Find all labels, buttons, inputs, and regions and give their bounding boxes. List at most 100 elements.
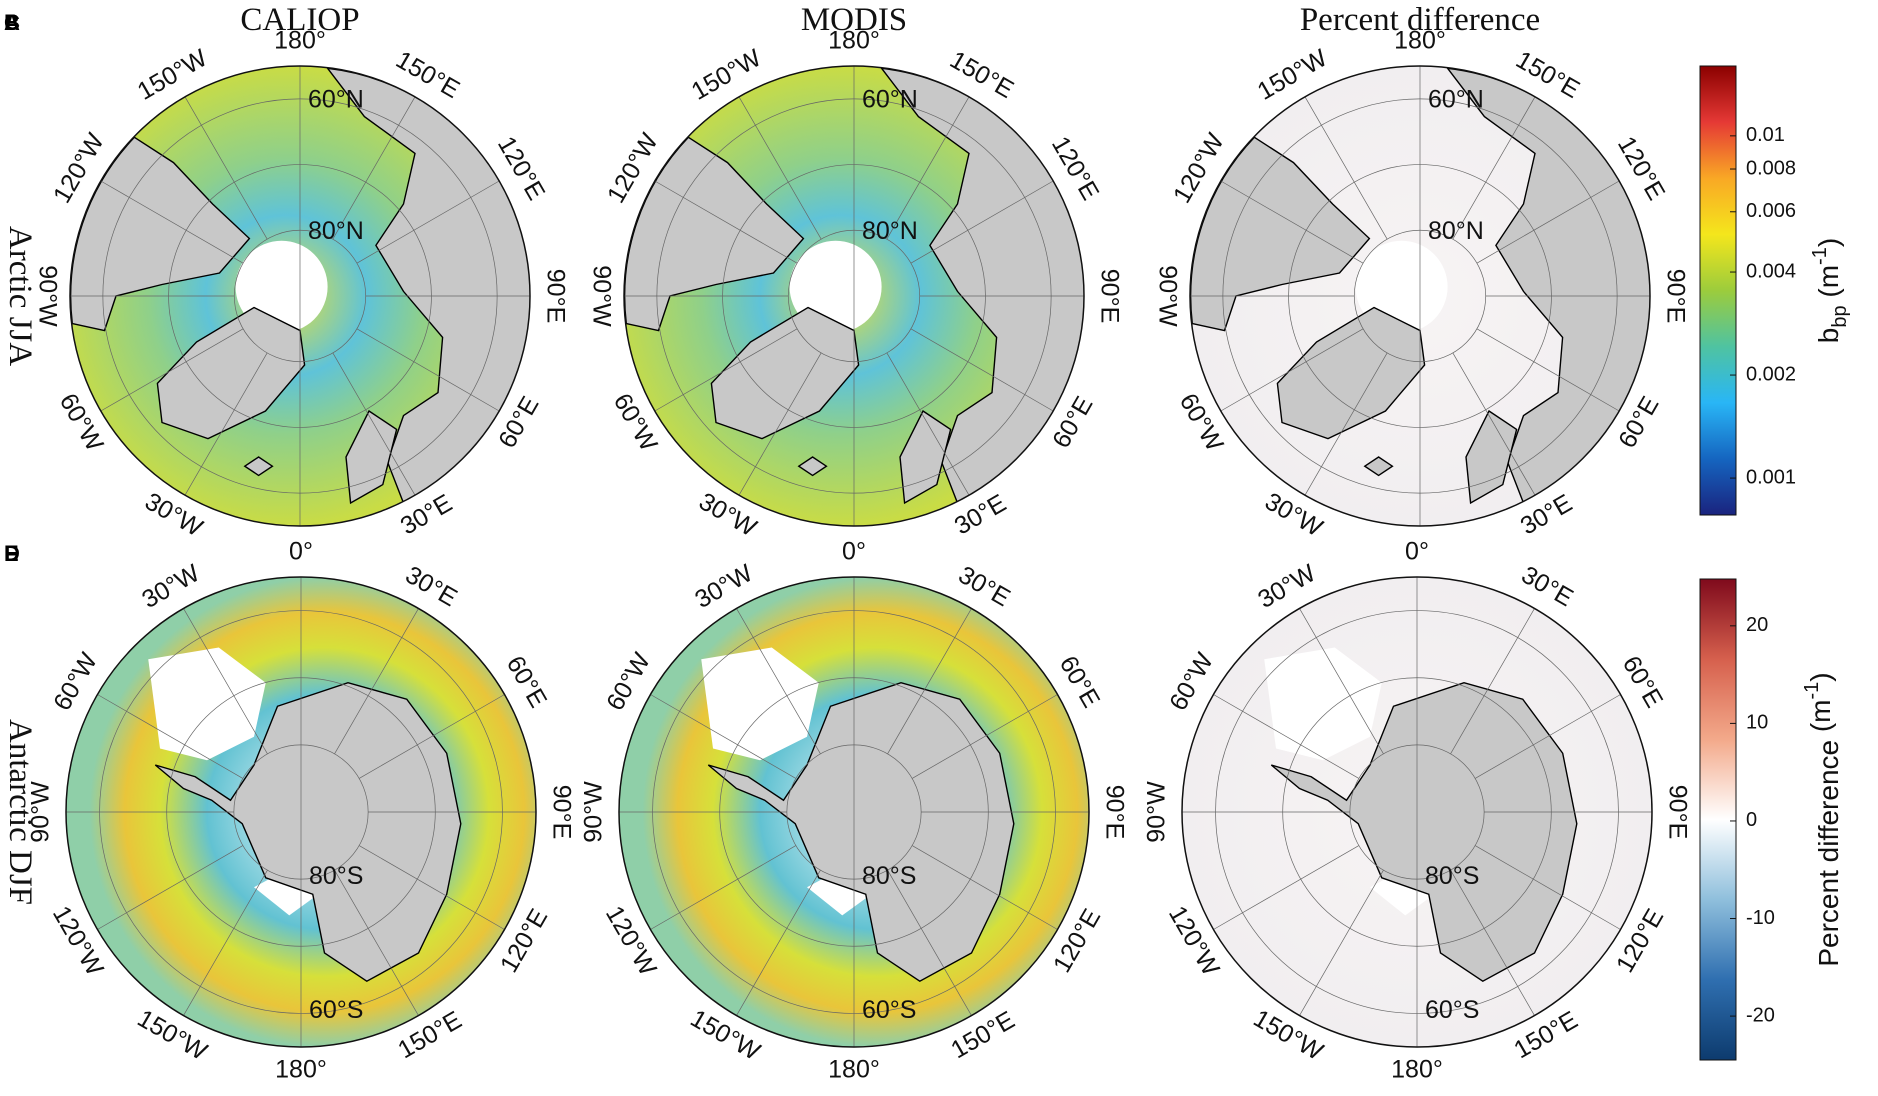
graticule	[356, 180, 500, 264]
longitude-label: 180°	[1394, 27, 1446, 55]
land	[245, 457, 273, 475]
colorbar-tick-label: 0.001	[1746, 466, 1796, 488]
longitude-label: 90°E	[547, 785, 575, 839]
graticule	[183, 869, 268, 1016]
no-data	[1264, 647, 1382, 761]
graticule	[1220, 180, 1364, 264]
graticule	[100, 328, 244, 412]
graticule	[334, 869, 419, 1016]
graticule	[1304, 96, 1388, 240]
land	[71, 137, 250, 330]
graticule	[1474, 845, 1621, 930]
column-title: Percent difference	[1300, 2, 1540, 38]
longitude-label: 180°	[828, 1056, 880, 1084]
colorbar-tick-label: 10	[1746, 712, 1768, 734]
longitude-label: 180°	[1391, 1056, 1443, 1084]
colorbar-tick-label: 0	[1746, 809, 1757, 831]
map-shapes	[1191, 68, 1650, 503]
colorbar-label-part: b	[1813, 328, 1844, 344]
longitude-label: 90°W	[33, 265, 61, 327]
graticule	[910, 328, 1054, 412]
panel-letter: D	[4, 541, 20, 566]
longitude-label: 0°	[1405, 538, 1429, 566]
graticule	[1450, 608, 1535, 755]
graticule	[1474, 694, 1621, 779]
colorbar-tick-label: 0.002	[1746, 363, 1796, 385]
map-border	[1181, 576, 1653, 1048]
land	[625, 137, 804, 330]
graticule	[736, 608, 821, 755]
panel-letter: A	[4, 10, 20, 35]
latitude-label: 60°N	[862, 85, 918, 113]
land	[346, 411, 397, 503]
longitude-label: 90°W	[1143, 781, 1171, 843]
longitude-label: 90°E	[1663, 785, 1691, 839]
graticule	[910, 180, 1054, 264]
latitude-label: 80°S	[309, 862, 363, 890]
graticule	[738, 352, 822, 496]
map-shapes	[625, 68, 1084, 503]
graticule	[358, 845, 505, 930]
longitude-label: 180°	[828, 27, 880, 55]
row-title: Antarctic DJF	[2, 719, 38, 905]
graticule	[358, 694, 505, 779]
longitude-label: 0°	[289, 538, 313, 566]
row-title: Arctic JJA	[2, 226, 38, 366]
map	[624, 66, 1084, 526]
graticule	[1213, 845, 1360, 930]
column-title: MODIS	[801, 2, 907, 38]
latitude-label: 60°S	[862, 996, 916, 1024]
longitude-label: 90°E	[541, 269, 569, 323]
graticule	[334, 608, 419, 755]
column-title: CALIOP	[240, 2, 359, 38]
latitude-label: 80°S	[862, 862, 916, 890]
graticule	[184, 96, 268, 240]
graticule	[100, 180, 244, 264]
land	[1466, 411, 1517, 503]
graticule	[1476, 328, 1620, 412]
land	[1277, 308, 1424, 439]
graticule	[887, 608, 972, 755]
longitude-label: 180°	[275, 1056, 327, 1084]
graticule	[1299, 869, 1384, 1016]
land	[708, 683, 1014, 981]
latitude-label: 60°N	[308, 85, 364, 113]
graticule	[650, 694, 797, 779]
colorbar-label-part: (m	[1813, 265, 1844, 305]
colorbar-label: Percent difference (m-1)	[1801, 672, 1844, 966]
land	[1271, 683, 1577, 981]
land	[155, 683, 461, 981]
latitude-label: 80°N	[1428, 217, 1484, 245]
longitude-label: 90°W	[1153, 265, 1181, 327]
latitude-label: 60°S	[309, 996, 363, 1024]
map-border	[623, 65, 1085, 527]
longitude-label: 180°	[274, 27, 326, 55]
graticule	[97, 694, 244, 779]
no-data	[701, 647, 819, 761]
colorbar-label-part: -1	[1801, 682, 1823, 700]
graticule	[887, 869, 972, 1016]
map	[619, 577, 1089, 1047]
colorbar-label-part: (m	[1805, 699, 1836, 739]
colorbar-tick-label: 0.004	[1746, 260, 1796, 282]
colorbar-label-part: -1	[1809, 247, 1831, 265]
land	[711, 308, 858, 439]
colorbar-tick-label: 0.006	[1746, 200, 1796, 222]
graticule	[654, 180, 798, 264]
graticule	[332, 352, 416, 496]
map-border	[618, 576, 1090, 1048]
longitude-label: 90°W	[587, 265, 615, 327]
colorbar-tick-label: 20	[1746, 614, 1768, 636]
graticule	[911, 694, 1058, 779]
latitude-label: 80°N	[308, 217, 364, 245]
longitude-label: 90°W	[580, 781, 608, 843]
map	[66, 577, 536, 1047]
colorbar-label-part: )	[1805, 672, 1836, 681]
land	[157, 308, 304, 439]
colorbar	[1699, 65, 1737, 516]
land	[1191, 137, 1370, 330]
colorbar-tick-label: -10	[1746, 907, 1775, 929]
graticule	[886, 352, 970, 496]
